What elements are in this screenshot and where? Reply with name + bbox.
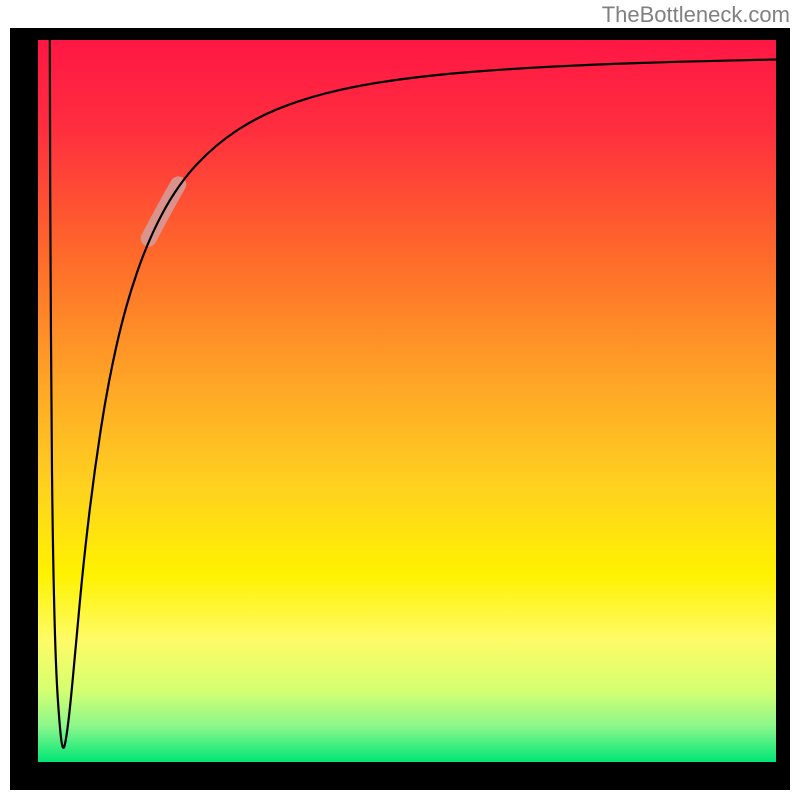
chart-frame <box>10 28 790 790</box>
bottleneck-curve <box>38 40 776 762</box>
watermark-text: TheBottleneck.com <box>602 2 790 28</box>
plot-area <box>38 40 776 762</box>
main-curve <box>50 40 776 748</box>
root: TheBottleneck.com <box>0 0 800 800</box>
